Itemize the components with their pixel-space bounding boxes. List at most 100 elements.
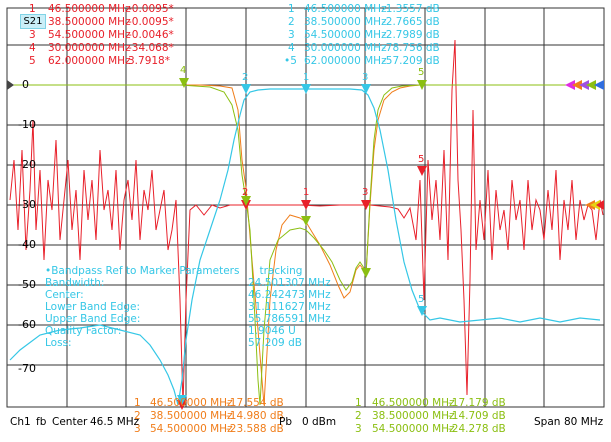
marker-cyan-val-5: -57.209 dB — [382, 55, 440, 67]
marker-orange-val-3: -23.588 dB — [226, 423, 284, 435]
marker-cyan-num-3: 3 — [288, 29, 295, 41]
footer-span-value[interactable]: 80 MHz — [564, 416, 604, 428]
marker-orange-freq-2: 38.500000 MHz — [150, 410, 233, 422]
marker-red-1[interactable] — [301, 200, 311, 210]
marker-orange-val-2: -14.980 dB — [226, 410, 284, 422]
marker-num-red-1: 1 — [303, 187, 309, 198]
bandpass-value: 31.111627 MHz — [248, 301, 331, 313]
marker-num-cyan-5: 5 — [418, 294, 424, 305]
marker-num-green-5: 5 — [418, 67, 424, 78]
trace-cyan — [9, 88, 601, 406]
ref-marker-yellow[interactable] — [590, 200, 600, 210]
marker-green-2[interactable] — [241, 196, 251, 206]
bandpass-key: Upper Band Edge: — [45, 313, 141, 325]
marker-green-1[interactable] — [301, 216, 311, 226]
bandpass-key: Bandwidth: — [45, 277, 105, 289]
marker-green-val-3: -24.278 dB — [448, 423, 506, 435]
marker-cyan-2[interactable] — [241, 84, 251, 94]
footer-center-label: Center — [52, 416, 88, 428]
footer-span-label: Span — [534, 416, 561, 428]
trace-label-badge[interactable]: S21 — [20, 14, 46, 29]
y-tick-40: -40 — [18, 238, 36, 251]
marker-cyan-freq-3: 54.500000 MHz — [304, 29, 387, 41]
marker-green-freq-1: 46.500000 MHz — [372, 397, 455, 409]
ref-marker-violet[interactable] — [579, 80, 589, 90]
bandpass-key: Lower Band Edge: — [45, 301, 141, 313]
marker-green-4[interactable] — [179, 78, 189, 88]
marker-num-red-3: 3 — [362, 187, 368, 198]
marker-red-num-3: 3 — [29, 29, 36, 41]
marker-cyan-4[interactable] — [177, 395, 187, 405]
marker-orange-num-2: 2 — [134, 410, 141, 422]
bandpass-header: •Bandpass Ref to Marker Parameters track… — [45, 265, 303, 277]
bandpass-value: 57.209 dB — [248, 337, 302, 349]
marker-red-freq-3: 54.500000 MHz — [48, 29, 131, 41]
marker-num-cyan-3: 3 — [362, 72, 368, 83]
marker-orange-val-1: -17.554 dB — [226, 397, 284, 409]
marker-cyan-num-1: 1 — [288, 3, 295, 15]
marker-cyan-1[interactable] — [301, 84, 311, 94]
marker-num-cyan-1: 1 — [303, 72, 309, 83]
marker-red-val-4: -34.068* — [128, 42, 174, 54]
marker-cyan-freq-4: 30.000000 MHz — [304, 42, 387, 54]
bandpass-key: Quality Factor: — [45, 325, 122, 337]
marker-orange-num-1: 1 — [134, 397, 141, 409]
marker-cyan-val-3: -2.7989 dB — [382, 29, 440, 41]
marker-red-5[interactable] — [417, 166, 427, 176]
marker-red-val-3: -0.0046* — [128, 29, 174, 41]
marker-orange-num-3: 3 — [134, 423, 141, 435]
marker-green-num-1: 1 — [355, 397, 362, 409]
marker-green-num-3: 3 — [355, 423, 362, 435]
y-tick-30: -30 — [18, 198, 36, 211]
footer-channel[interactable]: Ch1 — [10, 416, 31, 428]
marker-num-red-5: 5 — [418, 154, 424, 165]
marker-cyan-val-4: -78.756 dB — [382, 42, 440, 54]
marker-green-val-1: -17.179 dB — [448, 397, 506, 409]
footer-center-value[interactable]: 46.5 MHz — [90, 416, 140, 428]
ref-marker-orange-top[interactable] — [572, 80, 582, 90]
marker-red-3[interactable] — [361, 200, 371, 210]
marker-green-num-2: 2 — [355, 410, 362, 422]
marker-red-freq-4: 30.000000 MHz — [48, 42, 131, 54]
bandpass-key: Center: — [45, 289, 84, 301]
marker-green-freq-3: 54.500000 MHz — [372, 423, 455, 435]
marker-green-val-2: -14.709 dB — [448, 410, 506, 422]
plot-grid — [6, 7, 605, 408]
marker-n: 1 — [29, 3, 36, 15]
footer-power-value[interactable]: 0 dBm — [302, 416, 337, 428]
marker-numbers: 1 2 3 5 1 2 3 5 4 5 — [180, 65, 424, 305]
y-tick-60: -60 — [18, 318, 36, 331]
ref-marker-blue-top[interactable] — [594, 80, 604, 90]
ref-marker-red[interactable] — [596, 200, 604, 210]
marker-cyan-num-4: 4 — [288, 42, 295, 54]
marker-cyan-freq-2: 38.500000 MHz — [304, 16, 387, 28]
marker-num-green-4: 4 — [180, 65, 186, 76]
marker-green-5[interactable] — [417, 80, 427, 90]
ref-marker-magenta[interactable] — [565, 80, 575, 90]
marker-red-freq-2: 38.500000 MHz — [48, 16, 131, 28]
marker-orange-freq-3: 54.500000 MHz — [150, 423, 233, 435]
marker-cyan-5[interactable] — [417, 306, 427, 316]
marker-cyan-freq-1: 46.500000 MHz — [304, 3, 387, 15]
bandpass-value: 24.501307 MHz — [248, 277, 331, 289]
y-tick-20: -20 — [18, 158, 36, 171]
marker-red-row-1: 1 — [29, 3, 36, 15]
marker-orange-freq-1: 46.500000 MHz — [150, 397, 233, 409]
marker-red-num-5: 5 — [29, 55, 36, 67]
marker-cyan-val-2: -2.7665 dB — [382, 16, 440, 28]
trace-green — [10, 84, 604, 406]
marker-red-freq-5: 62.000000 MHz — [48, 55, 131, 67]
bandpass-value: 55.786591 MHz — [248, 313, 331, 325]
footer-format: fb — [36, 416, 47, 428]
marker-green-3[interactable] — [361, 268, 371, 278]
y-tick-70: -70 — [18, 362, 36, 375]
marker-num-red-2: 2 — [242, 187, 248, 198]
marker-cyan-3[interactable] — [361, 84, 371, 94]
marker-red-val-1: -0.0095* — [128, 3, 174, 15]
footer-power-label: Pb — [279, 416, 292, 428]
ref-marker-left[interactable] — [7, 80, 14, 90]
y-tick-10: -10 — [18, 118, 36, 131]
ref-marker-green-top[interactable] — [586, 80, 596, 90]
bandpass-key: Loss: — [45, 337, 72, 349]
